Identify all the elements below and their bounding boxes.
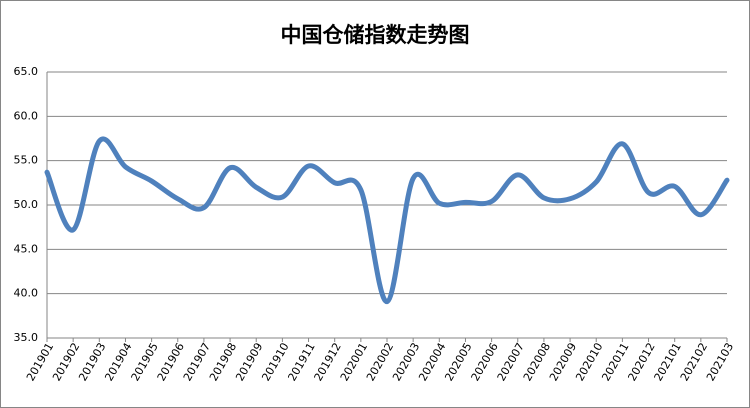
y-tick-label: 60.0 bbox=[14, 109, 39, 122]
y-tick-label: 65.0 bbox=[14, 65, 39, 78]
y-tick-label: 50.0 bbox=[14, 198, 39, 211]
chart-title: 中国仓储指数走势图 bbox=[281, 23, 470, 47]
y-tick-label: 40.0 bbox=[14, 287, 39, 300]
y-tick-label: 35.0 bbox=[14, 331, 39, 344]
y-tick-label: 55.0 bbox=[14, 154, 39, 167]
line-series bbox=[44, 136, 730, 305]
y-tick-label: 45.0 bbox=[14, 242, 39, 255]
